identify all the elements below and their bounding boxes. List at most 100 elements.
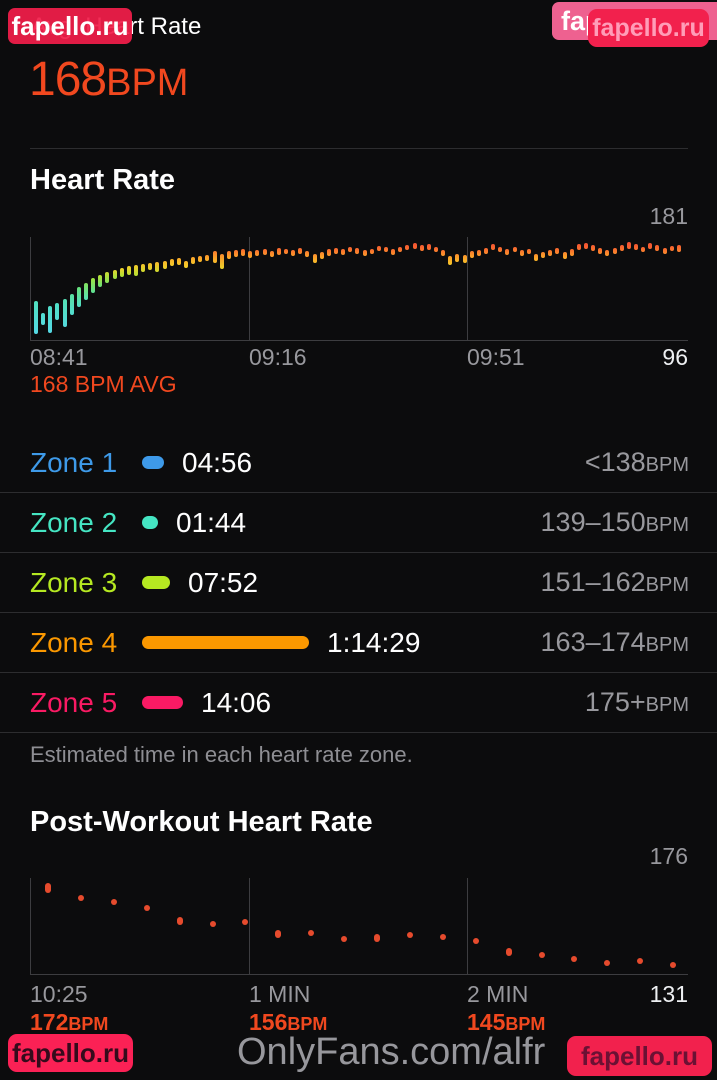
hr-range-bar (569, 248, 574, 256)
hr-range-bar (76, 287, 81, 308)
hr-range-bar (48, 306, 53, 333)
pw-heart-rate-dot (604, 960, 611, 967)
fapello-watermark-bottom-right: fapello.ru (567, 1036, 712, 1076)
hr-range-bar (305, 251, 310, 258)
zone-duration: 1:14:29 (327, 626, 421, 658)
hr-range-bar (55, 302, 60, 321)
zone-name: Zone 2 (30, 506, 118, 538)
hr-range-bar (448, 255, 453, 266)
pw-chart-ymax-label: 176 (649, 843, 688, 869)
hr-range-bar (255, 250, 260, 256)
hr-range-bar (476, 250, 481, 256)
hr-range-bar (34, 301, 38, 335)
hr-range-bar (648, 243, 653, 249)
zone-bpm-range: <138BPM (584, 447, 689, 477)
pw-heart-rate-dot (637, 958, 644, 965)
heart-rate-section-title: Heart Rate (30, 164, 176, 196)
onlyfans-watermark-text: OnlyFans.com/alfr (237, 1031, 546, 1073)
section-divider (30, 148, 688, 149)
hr-range-bar (576, 244, 581, 251)
hr-range-bar (669, 246, 674, 252)
zone-bpm-range: 163–174BPM (540, 627, 689, 657)
zone-duration: 14:06 (201, 686, 272, 718)
hr-range-bar (598, 247, 603, 254)
pw-bpm-unit: BPM (505, 1014, 546, 1034)
hr-chart-ymax-label: 181 (649, 203, 688, 229)
hr-range-bar (491, 244, 496, 251)
hr-range-bar (226, 251, 231, 260)
hr-range-bar (341, 248, 346, 255)
pw-xtick-1min: 1 MIN (249, 981, 311, 1007)
hr-range-bar (534, 253, 538, 261)
hr-range-bar (98, 274, 103, 288)
avg-heart-rate-value: 168BPM (29, 52, 188, 107)
zone-row: Zone 3 07:52 151–162BPM (0, 553, 717, 613)
zones-footnote: Estimated time in each heart rate zone. (30, 742, 413, 767)
chart-gridline (30, 878, 31, 974)
hr-range-bar (434, 246, 438, 253)
zone-bpm-unit: BPM (645, 454, 689, 476)
hr-range-bar (62, 299, 67, 328)
zone-row: Zone 4 1:14:29 163–174BPM (0, 613, 717, 673)
pw-bpm-value: 145BPM (467, 1009, 546, 1035)
pw-heart-rate-dot (571, 956, 578, 963)
hr-xtick-mid: 09:16 (249, 344, 307, 370)
chart-gridline (249, 878, 250, 974)
pw-heart-rate-dot (275, 930, 282, 939)
zone-duration-bar (142, 576, 170, 589)
hr-range-bar (84, 282, 88, 301)
zone-duration-bar (142, 696, 183, 709)
hr-range-bar (119, 267, 124, 277)
pw-heart-rate-dot (341, 936, 348, 943)
hr-chart-ymin-label: 96 (662, 344, 688, 370)
hr-range-bar (148, 262, 153, 270)
pw-heart-rate-dot (439, 934, 446, 941)
hr-range-bar (391, 248, 396, 255)
hr-range-bar (105, 272, 110, 283)
pw-heart-rate-dot (472, 938, 479, 945)
hr-range-bar (441, 250, 446, 256)
hr-range-bar (555, 247, 560, 254)
pw-heart-rate-dot (77, 894, 84, 901)
hr-range-bar (376, 246, 381, 252)
hr-range-bar (655, 245, 660, 252)
pw-xtick-2min: 2 MIN (467, 981, 529, 1007)
zone-row: Zone 1 04:56 <138BPM (0, 433, 717, 493)
chart-gridline (467, 237, 468, 340)
hr-xtick-late: 09:51 (467, 344, 525, 370)
zone-row: Zone 5 14:06 175+BPM (0, 673, 717, 733)
hr-range-bar (269, 251, 274, 258)
hr-range-bar (498, 246, 503, 253)
hr-range-bar (112, 269, 117, 280)
pw-bpm-unit: BPM (68, 1014, 109, 1034)
hr-range-bar (91, 278, 96, 294)
hr-range-bar (312, 253, 317, 263)
zones-list: Zone 1 04:56 <138BPM Zone 2 01:44 139–150BPM Z… (0, 433, 717, 733)
zone-bpm-unit: BPM (645, 574, 689, 596)
hr-range-bar (284, 248, 288, 254)
hr-range-bar (412, 243, 417, 249)
hr-range-bar (398, 246, 403, 253)
pw-heart-rate-dot (406, 932, 413, 939)
zone-name: Zone 5 (30, 686, 118, 718)
hr-range-bar (591, 245, 596, 252)
hr-range-bar (241, 248, 246, 256)
zone-duration: 01:44 (176, 506, 247, 538)
pw-heart-rate-dot (538, 952, 545, 959)
fapello-watermark-top-right-front: fapello.ru (588, 9, 709, 47)
hr-chart-xticks: 08:41 09:16 09:51 96 (30, 344, 688, 370)
hr-range-bar (619, 245, 624, 252)
zone-bpm-unit: BPM (645, 694, 689, 716)
post-workout-plot (30, 878, 688, 975)
pw-chart-xticks: 10:25 1 MIN 2 MIN 131 (30, 981, 688, 1007)
hr-range-bar (141, 264, 146, 273)
hr-range-bar (262, 248, 267, 255)
hr-range-bar (291, 250, 296, 256)
hr-range-bar (455, 253, 460, 262)
chart-gridline (467, 878, 468, 974)
hr-range-bar (219, 253, 224, 269)
zone-name: Zone 4 (30, 626, 118, 658)
fapello-watermark-top-left: fapello.ru (8, 8, 132, 44)
hr-range-bar (384, 247, 388, 253)
